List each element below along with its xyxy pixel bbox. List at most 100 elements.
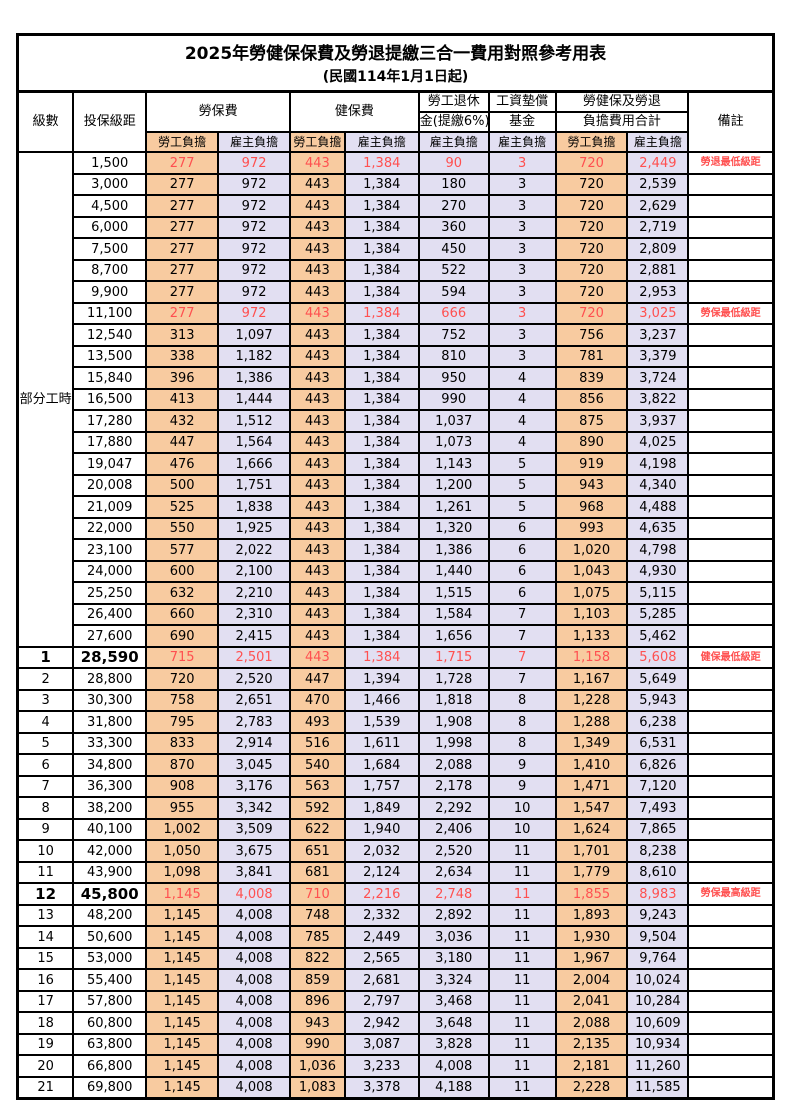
cell-total-employer: 5,115 — [626, 581, 690, 605]
cell-total-employer: 4,340 — [626, 473, 690, 498]
cell-total-employee: 720 — [554, 215, 629, 240]
cell-labor-employee: 277 — [145, 258, 220, 283]
level-cell: 14 — [16, 925, 75, 949]
cell-total-employee: 839 — [554, 366, 629, 390]
subheader-labor-employer: 雇主負擔 — [217, 131, 292, 154]
cell-health-employer: 1,384 — [343, 581, 420, 605]
cell-total-employer: 2,881 — [626, 258, 690, 283]
bracket-cell: 63,800 — [72, 1032, 148, 1057]
level-cell: 13 — [16, 903, 75, 928]
cell-health-employer: 1,611 — [343, 731, 420, 756]
cell-pension-employer: 666 — [417, 301, 490, 326]
cell-total-employer: 5,943 — [626, 688, 690, 713]
cell-health-employee: 651 — [289, 839, 346, 863]
cell-labor-employee: 413 — [145, 387, 220, 412]
bracket-cell: 66,800 — [72, 1054, 148, 1078]
remark-cell — [687, 430, 775, 455]
table-row: 15 53,000 1,145 4,008 822 2,565 3,180 11 1,967 9,… — [16, 946, 775, 971]
cell-health-employee: 1,036 — [289, 1054, 346, 1078]
page-title: 2025年勞健保保費及勞退提繳三合一費用對照參考用表 — [184, 44, 607, 64]
remark-cell: 勞退最低級距 — [687, 151, 775, 175]
cell-total-employer: 4,025 — [626, 430, 690, 455]
cell-pension-employer: 1,320 — [417, 516, 490, 541]
table-row: 18 60,800 1,145 4,008 943 2,942 3,648 11 2,088 10… — [16, 1011, 775, 1035]
cell-health-employer: 1,384 — [343, 624, 420, 648]
cell-labor-employer: 2,210 — [217, 581, 292, 605]
cell-total-employer: 6,238 — [626, 710, 690, 734]
cell-wage-fund-employer: 3 — [487, 237, 557, 261]
cell-labor-employee: 600 — [145, 559, 220, 584]
cell-total-employer: 3,237 — [626, 323, 690, 347]
cell-wage-fund-employer: 11 — [487, 925, 557, 949]
cell-total-employer: 9,764 — [626, 946, 690, 971]
cell-total-employer: 3,379 — [626, 344, 690, 369]
cell-total-employer: 4,798 — [626, 538, 690, 562]
cell-wage-fund-employer: 8 — [487, 731, 557, 756]
cell-health-employee: 443 — [289, 452, 346, 476]
cell-pension-employer: 3,036 — [417, 925, 490, 949]
cell-total-employee: 1,167 — [554, 667, 629, 691]
cell-health-employer: 2,565 — [343, 946, 420, 971]
cell-total-employer: 6,531 — [626, 731, 690, 756]
cell-health-employer: 1,466 — [343, 688, 420, 713]
header-total-line1: 勞健保及勞退 — [554, 90, 690, 114]
cell-pension-employer: 3,180 — [417, 946, 490, 971]
cell-health-employer: 1,539 — [343, 710, 420, 734]
cell-pension-employer: 522 — [417, 258, 490, 283]
cell-wage-fund-employer: 5 — [487, 473, 557, 498]
cell-pension-employer: 90 — [417, 151, 490, 175]
cell-health-employee: 443 — [289, 645, 346, 670]
cell-labor-employee: 1,145 — [145, 1032, 220, 1057]
table-row: 21,009 525 1,838 443 1,384 1,261 5 968 4,488 — [18, 495, 775, 519]
cell-health-employee: 443 — [289, 473, 346, 498]
cell-health-employer: 1,384 — [343, 495, 420, 519]
cell-health-employee: 443 — [289, 151, 346, 175]
remark-cell — [687, 172, 775, 197]
cell-health-employee: 443 — [289, 323, 346, 347]
cell-total-employee: 1,133 — [554, 624, 629, 648]
cell-pension-employer: 2,520 — [417, 839, 490, 863]
table-row: 8,700 277 972 443 1,384 522 3 720 2,881 — [18, 258, 775, 283]
cell-total-employer: 2,809 — [626, 237, 690, 261]
cell-health-employee: 443 — [289, 602, 346, 627]
cell-labor-employee: 277 — [145, 151, 220, 175]
cell-total-employee: 720 — [554, 151, 629, 175]
remark-cell — [687, 839, 775, 863]
cell-total-employee: 1,349 — [554, 731, 629, 756]
bracket-cell: 33,300 — [72, 731, 148, 756]
level-cell: 4 — [16, 710, 75, 734]
cell-total-employer: 3,937 — [626, 409, 690, 433]
cell-labor-employee: 833 — [145, 731, 220, 756]
cell-health-employer: 1,384 — [343, 172, 420, 197]
cell-wage-fund-employer: 4 — [487, 366, 557, 390]
cell-labor-employer: 1,564 — [217, 430, 292, 455]
table-row: 部分工時 1,500 277 972 443 1,384 90 3 720 2,449 勞退最低級距 — [16, 151, 775, 648]
cell-health-employer: 2,681 — [343, 968, 420, 992]
table-row: 13 48,200 1,145 4,008 748 2,332 2,892 11 1,893 9,… — [16, 903, 775, 928]
cell-pension-employer: 1,261 — [417, 495, 490, 519]
cell-wage-fund-employer: 3 — [487, 172, 557, 197]
cell-total-employee: 993 — [554, 516, 629, 541]
level-cell: 15 — [16, 946, 75, 971]
cell-labor-employee: 690 — [145, 624, 220, 648]
bracket-cell: 42,000 — [72, 839, 148, 863]
cell-labor-employer: 3,045 — [217, 753, 292, 777]
cell-labor-employer: 3,509 — [217, 817, 292, 842]
cell-total-employee: 2,088 — [554, 1011, 629, 1035]
cell-total-employee: 1,893 — [554, 903, 629, 928]
cell-wage-fund-employer: 4 — [487, 409, 557, 433]
bracket-cell: 19,047 — [72, 452, 148, 476]
header-wage-fund-line1: 工資墊償 — [487, 90, 557, 114]
cell-total-employee: 1,410 — [554, 753, 629, 777]
bracket-cell: 28,800 — [72, 667, 148, 691]
cell-labor-employer: 4,008 — [217, 946, 292, 971]
cell-health-employer: 1,384 — [343, 323, 420, 347]
remark-cell: 健保最低級距 — [687, 645, 775, 670]
cell-labor-employer: 2,415 — [217, 624, 292, 648]
cell-wage-fund-employer: 5 — [487, 452, 557, 476]
cell-labor-employer: 1,838 — [217, 495, 292, 519]
table-row: 14 50,600 1,145 4,008 785 2,449 3,036 11 1,930 9,… — [16, 925, 775, 949]
cell-health-employee: 1,083 — [289, 1075, 346, 1100]
cell-labor-employer: 972 — [217, 194, 292, 218]
remark-cell — [687, 366, 775, 390]
